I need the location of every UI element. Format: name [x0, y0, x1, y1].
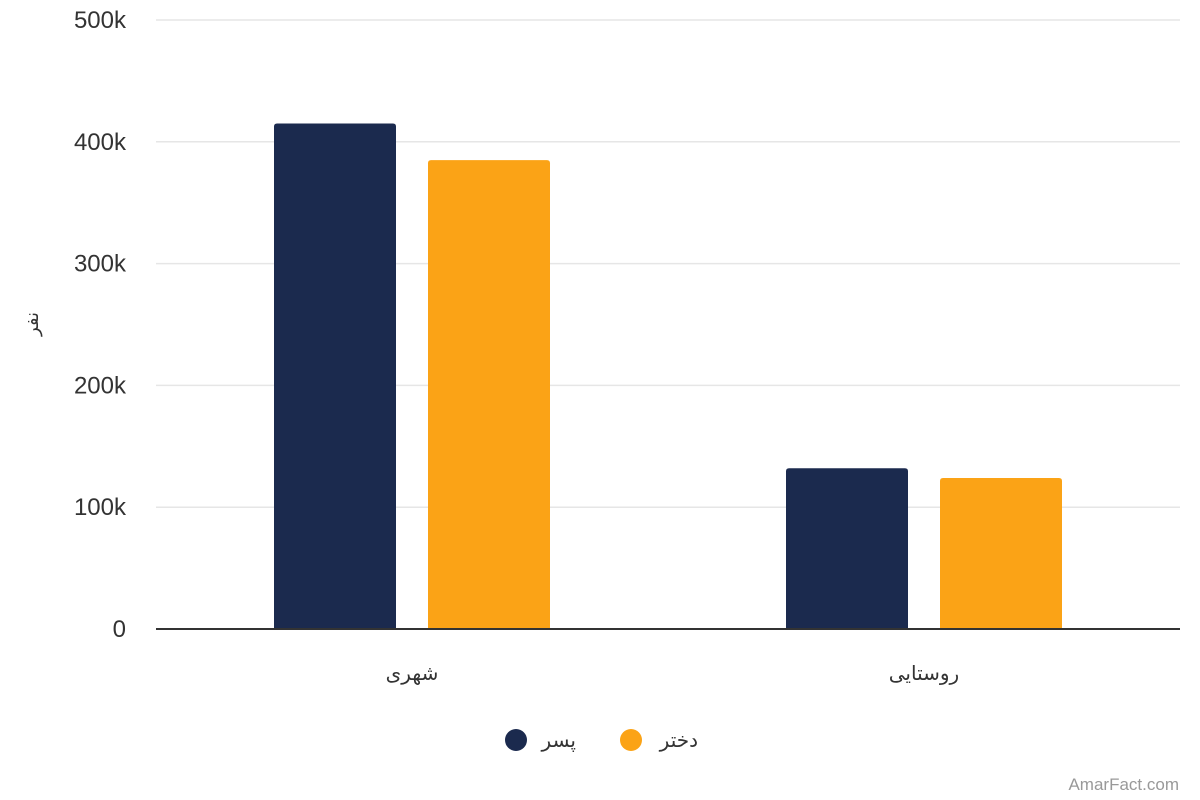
x-category-label: روستایی — [889, 661, 959, 685]
legend-item[interactable]: دختر — [620, 728, 698, 752]
credit-label: AmarFact.com — [1068, 775, 1179, 794]
legend-label: دختر — [659, 728, 698, 752]
y-tick-label: 500k — [74, 7, 127, 34]
legend[interactable]: پسر دختر — [505, 728, 698, 753]
legend-swatch — [620, 729, 642, 751]
y-tick-label: 200k — [74, 372, 127, 399]
bars — [274, 123, 1062, 629]
bar-boy-urban[interactable] — [274, 123, 396, 629]
y-tick-label: 400k — [74, 129, 127, 156]
y-axis-ticks: 0 100k 200k 300k 400k 500k — [74, 7, 127, 643]
x-category-label: شهری — [386, 661, 439, 685]
bar-girl-rural[interactable] — [940, 477, 1062, 629]
y-tick-label: 100k — [74, 494, 127, 521]
y-axis-label: نفر — [22, 312, 43, 337]
legend-item[interactable]: پسر — [505, 728, 576, 753]
bar-girl-urban[interactable] — [428, 160, 550, 629]
bar-boy-rural[interactable] — [786, 468, 908, 629]
legend-swatch — [505, 729, 527, 751]
x-axis-categories: شهری روستایی — [386, 661, 960, 685]
y-tick-label: 0 — [113, 616, 126, 643]
legend-label: پسر — [541, 728, 576, 753]
y-tick-label: 300k — [74, 251, 127, 278]
